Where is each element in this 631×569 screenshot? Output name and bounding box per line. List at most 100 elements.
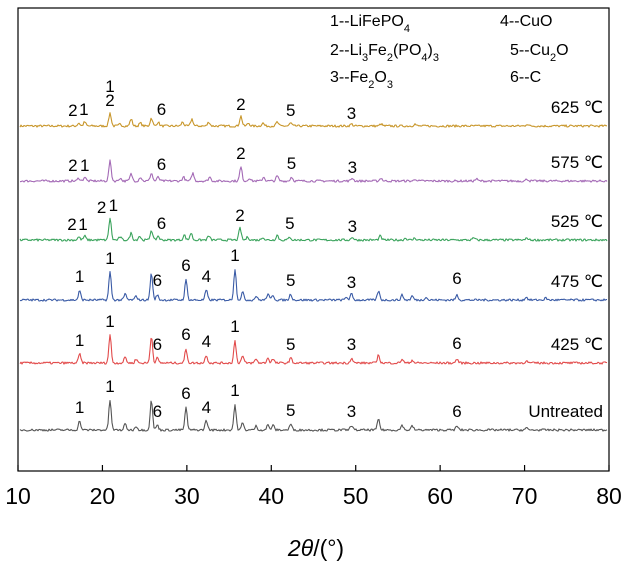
- peak-label: 1: [75, 398, 84, 417]
- legend-text-part: --Li: [339, 42, 362, 59]
- peak-label: 1: [78, 215, 87, 234]
- legend-text-part: 2: [550, 52, 556, 64]
- legend-text-part: 2: [368, 79, 374, 91]
- peak-label: 5: [286, 401, 295, 420]
- series-label: 625 ℃: [551, 98, 603, 117]
- peak-label: 3: [348, 158, 357, 177]
- x-tick-label: 10: [5, 483, 31, 509]
- series-label: 525 ℃: [551, 212, 603, 231]
- curves-group: [19, 112, 608, 432]
- peak-label: 1: [230, 381, 239, 400]
- curve-labels-group: 625 ℃ 575 ℃ 525 ℃ 475 ℃ 425 ℃ Untreated: [528, 98, 603, 421]
- legend-item-4: 4--CuO: [500, 13, 552, 30]
- peak-label: 6: [157, 155, 166, 174]
- legend-text-part: 4: [500, 13, 509, 30]
- peak-label: 1: [105, 377, 114, 396]
- peak-label: 6: [452, 334, 461, 353]
- peak-label: 2: [68, 156, 77, 175]
- peak-label: 1: [75, 331, 84, 350]
- peak-label: 6: [181, 256, 190, 275]
- x-tick-label: 50: [343, 483, 369, 509]
- legend-text-part: 3: [362, 52, 368, 64]
- x-tick-label: 70: [512, 483, 538, 509]
- peak-label: 6: [157, 100, 166, 119]
- peak-label: 1: [109, 196, 118, 215]
- peak-label: 5: [285, 214, 294, 233]
- legend-item-6: 6--C: [510, 69, 541, 86]
- x-tick-label: 80: [596, 483, 622, 509]
- x-axis-title-italic: 2θ: [287, 535, 314, 561]
- peak-label: 6: [153, 271, 162, 290]
- legend-text-part: ): [428, 42, 433, 59]
- peak-label: 4: [202, 267, 211, 286]
- peak-label: 2: [236, 95, 245, 114]
- peak-label: 6: [452, 402, 461, 421]
- peak-label: 4: [202, 398, 211, 417]
- peak-label: 2: [236, 144, 245, 163]
- legend-text-part: --CuO: [509, 13, 553, 30]
- peak-label: 3: [347, 402, 356, 421]
- legend-text-part: --C: [519, 69, 541, 86]
- legend-text-part: O: [374, 69, 386, 86]
- x-ticks-group: 10 20 30 40 50 60 70 80: [5, 465, 622, 509]
- series-line-1: [19, 159, 608, 183]
- legend-text-part: 2: [330, 42, 339, 59]
- peak-label: 6: [452, 269, 461, 288]
- legend-text-part: 3: [433, 52, 439, 64]
- peak-label: 2: [105, 91, 114, 110]
- peak-label: 6: [181, 384, 190, 403]
- peak-label: 1: [79, 100, 88, 119]
- peak-label: 5: [287, 154, 296, 173]
- peak-label: 6: [157, 214, 166, 233]
- peak-label: 1: [75, 267, 84, 286]
- legend-text-part: --Fe: [339, 69, 368, 86]
- series-line-2: [19, 217, 608, 242]
- series-line-5: [19, 399, 608, 432]
- series-line-4: [19, 334, 608, 365]
- legend-text-part: 3: [330, 69, 339, 86]
- peak-label: 1: [105, 249, 114, 268]
- peak-label: 6: [181, 325, 190, 344]
- legend-text-part: --Cu: [519, 42, 550, 59]
- legend-item-1: 1--LiFePO4: [330, 13, 410, 35]
- peak-label: 3: [347, 273, 356, 292]
- peak-label: 5: [286, 335, 295, 354]
- x-tick-label: 20: [90, 483, 116, 509]
- legend-text-part: O: [556, 42, 568, 59]
- legend-text-part: 4: [421, 52, 427, 64]
- legend-text-part: (PO: [393, 42, 421, 59]
- plot-frame: [17, 7, 610, 472]
- peak-label: 2: [67, 215, 76, 234]
- peak-label: 1: [105, 312, 114, 331]
- peak-label: 5: [286, 271, 295, 290]
- legend-text-part: --LiFePO: [339, 13, 404, 30]
- peak-label: 1: [230, 317, 239, 336]
- legend-item-5: 5--Cu2O: [510, 42, 569, 64]
- series-label: 575 ℃: [551, 153, 603, 172]
- legend-text-part: 2: [387, 52, 393, 64]
- peak-label: 3: [348, 217, 357, 236]
- legend-item-3: 3--Fe2O3: [330, 69, 393, 91]
- peak-label: 2: [235, 206, 244, 225]
- peak-label: 6: [153, 335, 162, 354]
- legend: 1--LiFePO42--Li3Fe2(PO4)33--Fe2O34--CuO5…: [330, 13, 569, 91]
- legend-text-part: 4: [404, 23, 410, 35]
- legend-item-2: 2--Li3Fe2(PO4)3: [330, 42, 439, 64]
- series-label: Untreated: [528, 402, 603, 421]
- legend-text-part: 6: [510, 69, 519, 86]
- x-tick-label: 40: [259, 483, 285, 509]
- series-line-3: [19, 269, 607, 302]
- legend-text-part: 5: [510, 42, 519, 59]
- series-line-0: [19, 112, 608, 128]
- peak-label: 5: [286, 101, 295, 120]
- peak-label: 3: [347, 104, 356, 123]
- peak-label: 2: [97, 198, 106, 217]
- series-label: 425 ℃: [551, 335, 603, 354]
- series-label: 475 ℃: [551, 272, 603, 291]
- peak-label: 4: [202, 332, 211, 351]
- peak-label: 6: [153, 402, 162, 421]
- legend-text-part: Fe: [368, 42, 387, 59]
- legend-text-part: 1: [330, 13, 339, 30]
